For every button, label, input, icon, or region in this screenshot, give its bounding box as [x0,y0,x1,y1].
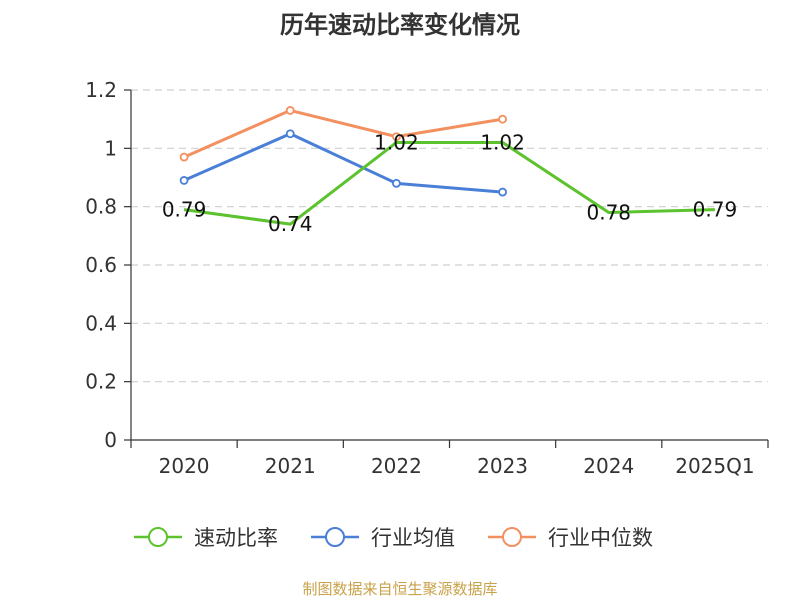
y-tick-label: 0.2 [85,370,117,394]
x-tick-label: 2023 [477,454,528,478]
chart-title: 历年速动比率变化情况 [280,11,520,39]
legend-label-0: 速动比率 [194,526,278,550]
data-label: 0.79 [693,198,738,222]
x-tick-label: 2021 [265,454,316,478]
y-tick-label: 1.2 [85,78,117,102]
x-tick-label: 2020 [159,454,210,478]
legend-marker-0 [148,527,168,547]
legend-label-1: 行业均值 [371,526,455,550]
source-note: 制图数据来自恒生聚源数据库 [302,580,497,598]
series-marker-2 [498,114,507,124]
x-tick-label: 2025Q1 [675,454,754,478]
x-tick-label: 2022 [371,454,422,478]
y-tick-label: 0.8 [85,195,117,219]
series-line-1 [183,132,503,194]
legend-marker-1 [325,527,345,547]
series-marker-1 [498,187,507,197]
series-marker-2 [285,106,295,115]
series-line-0 [183,141,715,226]
x-tick-label: 2024 [583,454,634,478]
series-marker-1 [392,178,401,188]
series-marker-2 [179,152,189,162]
axes: 0 0.2 0.4 0.6 0.8 1 1.2 2020 2021 2022 2023 2024 202… [85,78,769,478]
y-tick-label: 0.4 [85,311,117,335]
series-line-2 [183,108,503,159]
y-tick-label: 0.6 [85,253,117,277]
series-marker-2 [392,132,401,142]
grid-lines [131,89,768,383]
data-label: 0.74 [268,212,313,236]
legend: 速动比率 行业均值 行业中位数 [134,526,653,550]
data-label: 0.79 [162,198,207,222]
series-lines [179,106,715,226]
y-tick-label: 0 [104,428,117,452]
series-marker-1 [179,176,189,185]
data-label: 1.02 [374,131,419,155]
legend-marker-2 [502,527,522,547]
data-label: 1.02 [480,131,525,155]
y-tick-label: 1 [104,136,117,160]
data-label: 0.78 [586,201,631,225]
data-labels: 0.79 0.74 1.02 1.02 0.78 0.79 [162,131,737,237]
legend-label-2: 行业中位数 [548,526,653,550]
series-marker-1 [285,129,295,139]
